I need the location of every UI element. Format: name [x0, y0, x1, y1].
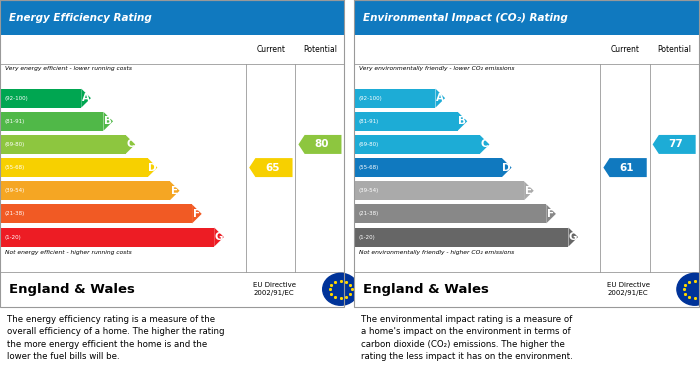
Text: (81-91): (81-91) [358, 119, 379, 124]
Text: Current: Current [610, 45, 640, 54]
Text: Very environmentally friendly - lower CO₂ emissions: Very environmentally friendly - lower CO… [359, 66, 515, 71]
Polygon shape [458, 112, 468, 131]
Text: (39-54): (39-54) [4, 188, 25, 193]
Text: (69-80): (69-80) [4, 142, 25, 147]
Bar [354, 35, 699, 307]
Text: B: B [104, 116, 112, 126]
Text: EU Directive
2002/91/EC: EU Directive 2002/91/EC [253, 282, 296, 296]
Text: EU Directive
2002/91/EC: EU Directive 2002/91/EC [608, 282, 650, 296]
Polygon shape [125, 135, 135, 154]
Text: 65: 65 [265, 163, 280, 172]
Circle shape [677, 273, 700, 305]
Text: C: C [480, 140, 488, 149]
Bar [0, 89, 81, 108]
Polygon shape [435, 89, 445, 108]
Text: (21-38): (21-38) [4, 212, 25, 216]
Text: The energy efficiency rating is a measure of the
overall efficiency of a home. T: The energy efficiency rating is a measur… [7, 315, 225, 361]
Text: (69-80): (69-80) [358, 142, 379, 147]
Text: F: F [547, 209, 554, 219]
Circle shape [323, 273, 358, 305]
Bar [0, 228, 214, 247]
Bar [0, 35, 344, 307]
Text: Energy Efficiency Rating: Energy Efficiency Rating [8, 13, 151, 23]
Text: 80: 80 [314, 140, 329, 149]
Bar [354, 89, 435, 108]
Bar [354, 0, 699, 35]
Polygon shape [170, 181, 180, 200]
Bar [0, 204, 192, 223]
Bar [354, 228, 568, 247]
Bar [0, 0, 344, 35]
Polygon shape [214, 228, 224, 247]
Bar [0, 158, 148, 177]
Polygon shape [524, 181, 534, 200]
Text: A: A [436, 93, 444, 103]
Text: (81-91): (81-91) [4, 119, 25, 124]
Text: (55-68): (55-68) [4, 165, 25, 170]
Bar [354, 158, 502, 177]
Bar [354, 181, 524, 200]
Text: Not environmentally friendly - higher CO₂ emissions: Not environmentally friendly - higher CO… [359, 250, 514, 255]
Text: (1-20): (1-20) [4, 235, 21, 240]
Polygon shape [480, 135, 489, 154]
Bar [354, 204, 546, 223]
Text: (39-54): (39-54) [358, 188, 379, 193]
Text: (21-38): (21-38) [358, 212, 379, 216]
Text: D: D [148, 163, 156, 172]
Text: Environmental Impact (CO₂) Rating: Environmental Impact (CO₂) Rating [363, 13, 568, 23]
Text: (1-20): (1-20) [358, 235, 375, 240]
Text: 77: 77 [668, 140, 683, 149]
Text: G: G [214, 232, 223, 242]
Polygon shape [81, 89, 91, 108]
Polygon shape [568, 228, 578, 247]
Text: E: E [525, 186, 532, 196]
Polygon shape [298, 135, 342, 154]
Text: Not energy efficient - higher running costs: Not energy efficient - higher running co… [5, 250, 132, 255]
Text: F: F [193, 209, 200, 219]
Text: C: C [126, 140, 134, 149]
Text: B: B [458, 116, 466, 126]
Text: 61: 61 [620, 163, 634, 172]
Bar [354, 112, 458, 131]
Bar [0, 135, 125, 154]
Polygon shape [104, 112, 113, 131]
Text: (55-68): (55-68) [358, 165, 379, 170]
Bar [354, 135, 480, 154]
Polygon shape [148, 158, 158, 177]
Polygon shape [652, 135, 696, 154]
Polygon shape [603, 158, 647, 177]
Text: Potential: Potential [657, 45, 691, 54]
Polygon shape [502, 158, 512, 177]
Polygon shape [249, 158, 293, 177]
Bar [0, 181, 170, 200]
Text: E: E [171, 186, 178, 196]
Polygon shape [192, 204, 202, 223]
Text: England & Wales: England & Wales [8, 283, 134, 296]
Text: G: G [568, 232, 577, 242]
Text: Potential: Potential [303, 45, 337, 54]
Text: England & Wales: England & Wales [363, 283, 489, 296]
Text: (92-100): (92-100) [4, 96, 28, 100]
Text: The environmental impact rating is a measure of
a home's impact on the environme: The environmental impact rating is a mea… [361, 315, 573, 361]
Text: Very energy efficient - lower running costs: Very energy efficient - lower running co… [5, 66, 132, 71]
Polygon shape [546, 204, 556, 223]
Text: A: A [82, 93, 90, 103]
Bar [0, 112, 104, 131]
Text: D: D [502, 163, 510, 172]
Text: (92-100): (92-100) [358, 96, 382, 100]
Text: Current: Current [256, 45, 286, 54]
